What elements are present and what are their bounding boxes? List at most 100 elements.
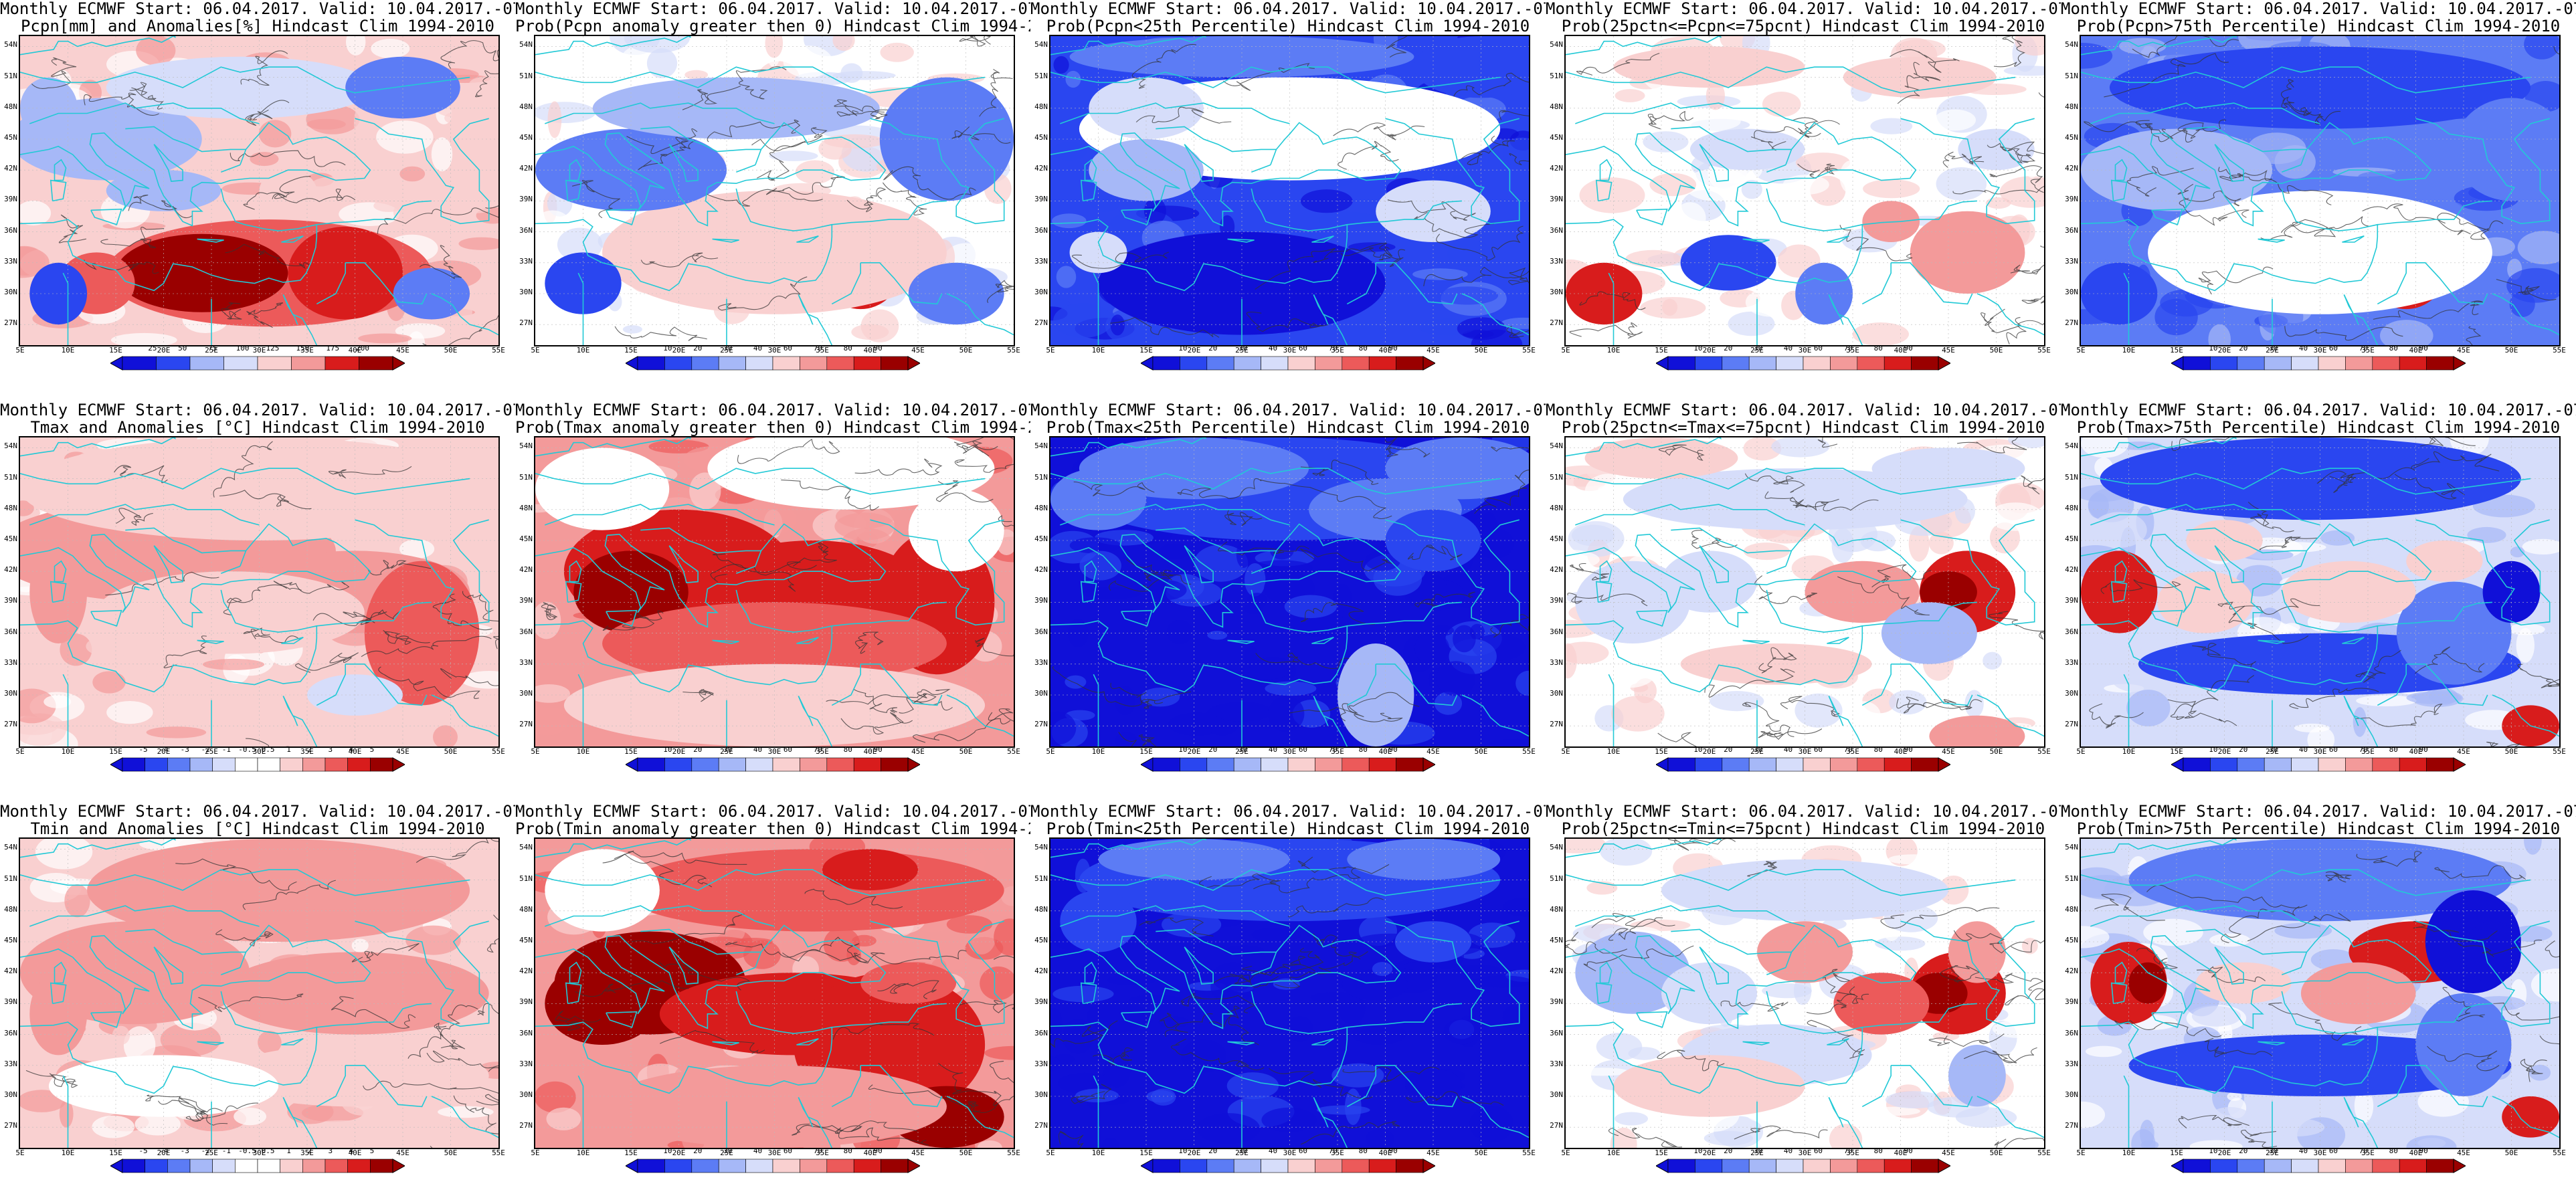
- contour-line: [2355, 649, 2401, 683]
- field-speckle: [1075, 1088, 1119, 1102]
- lat-label: 45N: [519, 534, 533, 543]
- field-speckle: [1249, 560, 1313, 575]
- contour-line: [2179, 197, 2249, 226]
- field-speckle: [977, 1140, 1002, 1148]
- field-speckle: [1090, 195, 1120, 212]
- colorbar-swatch: [1233, 757, 1261, 772]
- coastline: [2081, 839, 2235, 858]
- contour-line: [2089, 703, 2144, 729]
- field-speckle: [1868, 948, 1892, 974]
- lat-label: 48N: [2065, 503, 2078, 512]
- colorbar-swatch: [1667, 757, 1695, 772]
- coastline: [20, 36, 174, 56]
- contour-line: [2259, 536, 2317, 550]
- lat-label: 33N: [2065, 1059, 2078, 1068]
- colorbar-swatch: [772, 356, 800, 371]
- lat-label: 39N: [1034, 997, 1048, 1007]
- contour-line: [2427, 1045, 2500, 1072]
- colorbar-tick-label: 10: [1178, 1146, 1188, 1155]
- field-region: [1661, 962, 1757, 1025]
- colorbar-min-arrow: [1139, 1159, 1154, 1173]
- colorbar-swatch: [1287, 356, 1315, 371]
- map-area: [2080, 35, 2561, 346]
- field-speckle: [563, 37, 585, 60]
- contour-line: [718, 276, 808, 311]
- coastline: [1050, 869, 1501, 896]
- colorbar-tick-label: 2: [307, 745, 312, 754]
- coastline: [355, 118, 490, 225]
- field-speckle: [1453, 625, 1476, 653]
- panel-title: Monthly ECMWF Start: 06.04.2017. Valid: …: [1030, 0, 1546, 35]
- coastline: [668, 545, 699, 583]
- field-speckle: [2320, 530, 2355, 546]
- contour-line: [968, 1096, 1014, 1113]
- coastline: [1050, 188, 1348, 292]
- lat-label: 39N: [4, 195, 17, 204]
- contour-line: [2329, 473, 2357, 493]
- lon-label: 55E: [1007, 747, 1020, 756]
- coastline: [1080, 982, 1097, 1005]
- colorbar-tick-label: 90: [1388, 344, 1398, 353]
- field-speckle: [92, 671, 126, 694]
- field-speckle: [1615, 1112, 1648, 1126]
- contour-line: [243, 627, 300, 643]
- colorbar-swatch: [2399, 356, 2427, 371]
- field-region: [20, 437, 498, 540]
- lat-label: 33N: [519, 1059, 533, 1068]
- contour-line: [419, 245, 462, 280]
- colorbar-swatch: [1857, 356, 1885, 371]
- field-speckle: [405, 925, 461, 955]
- field-speckle: [622, 325, 642, 334]
- field-speckle: [1489, 738, 1529, 746]
- coastline: [316, 1003, 432, 1028]
- lon-label: 10E: [576, 747, 590, 756]
- colorbar-tick-label: 60: [1298, 344, 1308, 353]
- colorbar: 10 20 30 40 60 70 80 90: [1655, 745, 1952, 772]
- contour-line: [1764, 491, 1839, 512]
- contour-line: [2247, 502, 2294, 532]
- lat-label: 33N: [4, 1059, 17, 1068]
- coastline: [1050, 991, 1348, 1094]
- lon-label: 25E: [720, 747, 733, 756]
- lon-label: 55E: [2553, 1148, 2566, 1157]
- field-speckle: [20, 500, 34, 516]
- field-region: [1948, 921, 2006, 983]
- map-field-svg: [1566, 437, 2044, 746]
- field-speckle: [2524, 839, 2542, 855]
- colorbar-max-arrow: [1422, 1159, 1437, 1173]
- coastline: [798, 696, 814, 726]
- field-speckle: [464, 922, 498, 930]
- coastline: [1311, 1038, 1334, 1045]
- map-area: [534, 436, 1015, 748]
- contour-line: [1658, 444, 1705, 461]
- field-speckle: [1050, 1007, 1063, 1041]
- coastline: [20, 523, 371, 628]
- colorbar-tick-label: 20: [2239, 344, 2248, 353]
- lat-label: 45N: [1034, 936, 1048, 944]
- coastline: [153, 144, 183, 182]
- contour-line: [959, 36, 992, 47]
- field-speckle: [2206, 1107, 2254, 1135]
- lat-label: 45N: [1550, 936, 1563, 944]
- colorbar-swatch: [359, 356, 393, 371]
- colorbar-swatch: [1911, 757, 1939, 772]
- coastline: [535, 991, 833, 1094]
- colorbar-swatch: [881, 757, 909, 772]
- field-speckle: [1574, 52, 1613, 75]
- colorbar-swatch: [1748, 1159, 1776, 1173]
- colorbar-tick-label: 10: [2209, 1146, 2218, 1155]
- coastline: [1060, 504, 1290, 526]
- field-speckle: [258, 120, 292, 148]
- field-speckle: [2467, 526, 2506, 543]
- coastline: [1093, 674, 1099, 746]
- lat-label: 39N: [1034, 596, 1048, 605]
- colorbar-tick-label: -3: [180, 745, 189, 754]
- coastline: [2151, 208, 2183, 225]
- lat-label: 45N: [519, 936, 533, 944]
- lat-label: 51N: [1550, 874, 1563, 883]
- field-speckle: [2234, 698, 2271, 733]
- colorbar-swatches: [624, 1159, 921, 1173]
- contour-line: [1903, 696, 1983, 714]
- field-region: [2454, 98, 2559, 201]
- colorbar-tick-label: 30: [1238, 1146, 1248, 1155]
